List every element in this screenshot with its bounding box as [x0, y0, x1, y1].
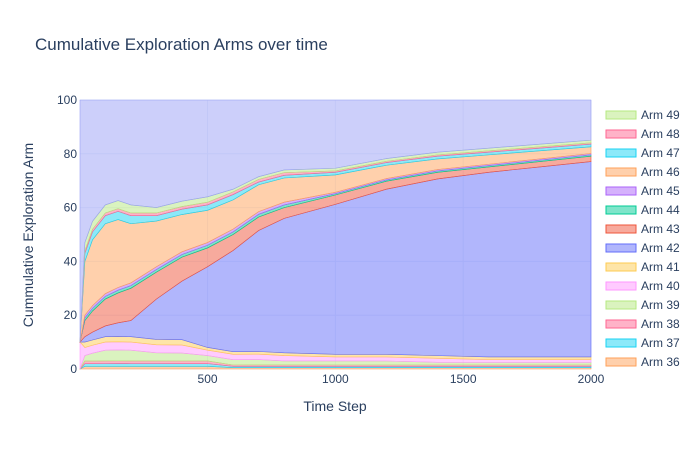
legend-item[interactable]: Arm 45 [605, 184, 680, 198]
legend-label: Arm 38 [641, 317, 680, 331]
legend-item[interactable]: Arm 41 [605, 260, 680, 274]
legend-item[interactable]: Arm 38 [605, 317, 680, 331]
legend-label: Arm 37 [641, 336, 680, 350]
x-ticks: 500 1000 1500 2000 [198, 372, 605, 386]
x-axis-title: Time Step [303, 398, 366, 414]
legend-swatch [605, 148, 637, 158]
legend-item[interactable]: Arm 42 [605, 241, 680, 255]
legend-label: Arm 40 [641, 279, 680, 293]
y-tick-label: 80 [64, 147, 78, 161]
legend-item[interactable]: Arm 47 [605, 146, 680, 160]
y-tick-label: 60 [64, 201, 78, 215]
legend-item[interactable]: Arm 44 [605, 203, 680, 217]
legend-swatch [605, 319, 637, 329]
legend-item[interactable]: Arm 40 [605, 279, 680, 293]
legend-label: Arm 36 [641, 355, 680, 369]
y-ticks: 0 20 40 60 80 100 [57, 93, 77, 376]
legend-swatch [605, 110, 637, 120]
legend-item[interactable]: Arm 49 [605, 108, 680, 122]
legend-label: Arm 44 [641, 203, 680, 217]
y-tick-label: 0 [70, 362, 77, 376]
chart-title: Cumulative Exploration Arms over time [35, 35, 328, 54]
legend-swatch [605, 167, 637, 177]
legend-swatch [605, 186, 637, 196]
legend-swatch [605, 243, 637, 253]
legend-label: Arm 46 [641, 165, 680, 179]
legend-label: Arm 39 [641, 298, 680, 312]
y-tick-label: 20 [64, 308, 78, 322]
legend-swatch [605, 129, 637, 139]
legend-swatch [605, 281, 637, 291]
legend-label: Arm 45 [641, 184, 680, 198]
legend-swatch [605, 338, 637, 348]
legend-item[interactable]: Arm 46 [605, 165, 680, 179]
y-axis-title: Cummulative Exploration Arm [20, 143, 36, 327]
legend-item[interactable]: Arm 36 [605, 355, 680, 369]
legend-swatch [605, 262, 637, 272]
legend-swatch [605, 205, 637, 215]
legend: Arm 49 Arm 48 Arm 47 Arm 46 Arm 45 Arm 44 Arm … [605, 108, 680, 369]
legend-item[interactable]: Arm 48 [605, 127, 680, 141]
legend-swatch [605, 224, 637, 234]
plot-areas [78, 99, 592, 370]
legend-label: Arm 41 [641, 260, 680, 274]
x-tick-label: 1000 [322, 372, 349, 386]
x-tick-label: 2000 [578, 372, 605, 386]
legend-label: Arm 47 [641, 146, 680, 160]
legend-item[interactable]: Arm 39 [605, 298, 680, 312]
y-tick-label: 100 [57, 93, 77, 107]
legend-item[interactable]: Arm 37 [605, 336, 680, 350]
legend-label: Arm 49 [641, 108, 680, 122]
legend-item[interactable]: Arm 43 [605, 222, 680, 236]
legend-swatch [605, 357, 637, 367]
x-tick-label: 500 [198, 372, 218, 386]
legend-swatch [605, 300, 637, 310]
y-tick-label: 40 [64, 254, 78, 268]
legend-label: Arm 42 [641, 241, 680, 255]
x-tick-label: 1500 [450, 372, 477, 386]
legend-label: Arm 48 [641, 127, 680, 141]
legend-label: Arm 43 [641, 222, 680, 236]
area-other [79, 99, 592, 343]
